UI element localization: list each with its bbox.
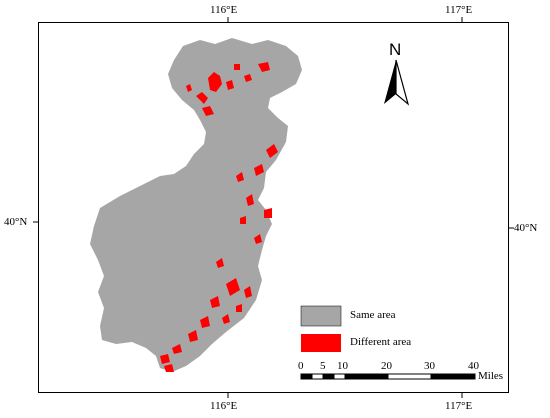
study-region — [90, 38, 302, 372]
legend-label-different-area: Different area — [350, 336, 412, 348]
right-latitude-label-40: 40°N — [514, 222, 538, 234]
scale-unit-label: Miles — [478, 370, 504, 382]
map-frame — [38, 22, 509, 393]
difference-patches — [160, 62, 278, 372]
scale-bar — [300, 373, 476, 380]
graticule-ticks — [33, 17, 514, 398]
north-label: N — [389, 40, 402, 59]
scale-label-30: 30 — [424, 360, 435, 372]
bottom-longitude-label-116: 116°E — [210, 400, 238, 412]
legend-swatch-same-area — [300, 305, 342, 327]
scale-label-40: 40 — [468, 360, 479, 372]
legend-swatch-different-area — [301, 334, 341, 352]
scale-label-10: 10 — [337, 360, 348, 372]
top-longitude-label-116: 116°E — [210, 4, 238, 16]
bottom-longitude-label-117: 117°E — [445, 400, 473, 412]
legend-label-same-area: Same area — [350, 309, 396, 321]
top-longitude-label-117: 117°E — [445, 4, 473, 16]
left-latitude-label-40: 40°N — [4, 216, 28, 228]
north-arrow-icon — [384, 59, 410, 106]
scale-label-20: 20 — [381, 360, 392, 372]
scale-label-0: 0 — [298, 360, 304, 372]
scale-label-5: 5 — [320, 360, 326, 372]
